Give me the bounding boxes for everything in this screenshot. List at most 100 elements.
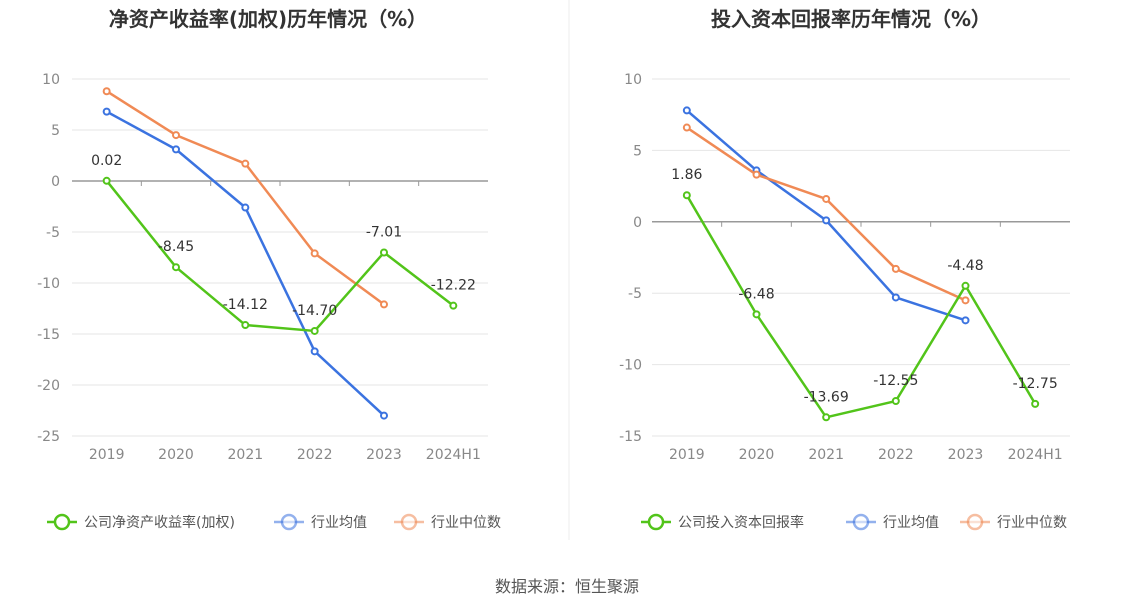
x-tick-label: 2021: [808, 447, 844, 463]
y-tick-label: 0: [633, 215, 642, 231]
data-point-company[interactable]: [241, 321, 250, 330]
x-tick-label: 2020: [158, 447, 194, 463]
data-point-industry_avg[interactable]: [682, 106, 691, 115]
legend-item-company[interactable]: 公司净资产收益率(加权): [47, 513, 235, 531]
data-point-company[interactable]: [891, 397, 900, 406]
series-line-company: [685, 194, 1037, 419]
y-tick-label: 10: [624, 72, 642, 88]
y-tick-label: -25: [37, 429, 60, 445]
legend-swatch-marker: [53, 513, 71, 531]
data-point-industry_median[interactable]: [961, 296, 970, 305]
data-point-company[interactable]: [102, 176, 111, 185]
y-tick-label: -5: [46, 225, 60, 241]
series-line-company: [105, 180, 455, 333]
data-point-industry_avg[interactable]: [891, 293, 900, 302]
data-point-company[interactable]: [310, 326, 319, 335]
data-point-industry_median[interactable]: [310, 249, 319, 258]
y-tick-label: -10: [37, 276, 60, 292]
data-point-industry_median[interactable]: [380, 300, 388, 309]
legend-swatch-marker: [400, 513, 418, 531]
chart-title: 净资产收益率(加权)历年情况（%）: [109, 7, 427, 31]
series-line-industry_median: [105, 90, 385, 306]
y-tick-label: 10: [42, 72, 60, 88]
data-point-industry_median[interactable]: [891, 264, 900, 273]
data-point-industry_median[interactable]: [752, 170, 761, 179]
data-point-industry_median[interactable]: [682, 123, 691, 132]
data-point-industry_median[interactable]: [822, 194, 831, 203]
y-tick-label: -15: [37, 327, 60, 343]
y-tick-label: 5: [51, 123, 60, 139]
x-tick-label: 2019: [669, 447, 705, 463]
data-point-industry_avg[interactable]: [102, 107, 111, 116]
legend-label: 公司净资产收益率(加权): [84, 514, 235, 531]
legend-label: 公司投入资本回报率: [678, 514, 804, 531]
y-tick-label: -15: [619, 429, 642, 445]
data-label: -14.12: [223, 297, 268, 313]
data-point-industry_avg[interactable]: [241, 203, 250, 212]
data-point-company[interactable]: [380, 248, 388, 257]
data-point-company[interactable]: [172, 263, 180, 272]
x-tick-label: 2020: [739, 447, 775, 463]
data-point-industry_avg[interactable]: [310, 347, 319, 356]
legend-label: 行业均值: [883, 515, 939, 531]
data-point-company[interactable]: [449, 301, 458, 310]
data-point-industry_median[interactable]: [172, 131, 180, 140]
x-tick-label: 2023: [366, 447, 402, 463]
data-point-company[interactable]: [961, 281, 970, 290]
legend-item-industry_avg[interactable]: 行业均值: [274, 513, 367, 531]
data-point-industry_avg[interactable]: [822, 216, 831, 225]
data-label: -14.70: [292, 303, 337, 319]
x-tick-label: 2023: [948, 447, 984, 463]
series-line-industry_avg: [686, 109, 966, 322]
data-label: -4.48: [947, 258, 983, 274]
legend-item-industry_median[interactable]: 行业中位数: [394, 513, 501, 531]
chart-title: 投入资本回报率历年情况（%）: [711, 7, 991, 31]
x-tick-label: 2022: [878, 447, 914, 463]
data-label: 0.02: [91, 153, 122, 169]
data-label: -7.01: [366, 225, 402, 241]
series-line-industry_avg: [106, 110, 385, 417]
data-label: -8.45: [158, 239, 194, 255]
legend-label: 行业均值: [311, 515, 367, 531]
data-label: 1.86: [671, 167, 702, 183]
series-line-industry_median: [686, 126, 967, 302]
data-point-company[interactable]: [682, 191, 691, 200]
legend-swatch-marker: [966, 513, 984, 531]
legend-label: 行业中位数: [997, 515, 1067, 531]
data-label: -12.55: [873, 373, 918, 389]
data-label: -12.22: [431, 278, 476, 294]
data-point-industry_median[interactable]: [241, 159, 250, 168]
x-tick-label: 2021: [228, 447, 264, 463]
y-tick-label: -5: [628, 286, 642, 302]
legend-item-industry_median[interactable]: 行业中位数: [960, 513, 1067, 531]
data-point-industry_avg[interactable]: [172, 145, 180, 154]
data-point-company[interactable]: [1031, 399, 1040, 408]
x-tick-label: 2019: [89, 447, 125, 463]
x-tick-label: 2024H1: [1008, 447, 1063, 463]
source-note: 数据来源：恒生聚源: [495, 577, 639, 596]
data-label: -6.48: [738, 286, 774, 302]
legend-item-company[interactable]: 公司投入资本回报率: [641, 513, 804, 531]
data-label: -13.69: [804, 389, 849, 405]
legend-swatch-marker: [647, 513, 665, 531]
legend-swatch-marker: [280, 513, 298, 531]
y-tick-label: -10: [619, 358, 642, 374]
data-label: -12.75: [1013, 376, 1058, 392]
chart-2: 投入资本回报率历年情况（%） 10 5 0 -5 -10 -15 2019 2020 2021 20…: [619, 7, 1070, 531]
y-tick-label: -20: [37, 378, 60, 394]
x-tick-label: 2022: [297, 447, 333, 463]
data-point-industry_median[interactable]: [102, 87, 111, 96]
data-point-company[interactable]: [822, 413, 831, 422]
y-tick-label: 5: [633, 143, 642, 159]
data-point-industry_avg[interactable]: [961, 316, 970, 325]
x-tick-label: 2024H1: [426, 447, 481, 463]
data-point-industry_avg[interactable]: [380, 411, 388, 420]
legend-label: 行业中位数: [431, 515, 501, 531]
legend-swatch-marker: [852, 513, 870, 531]
legend-item-industry_avg[interactable]: 行业均值: [846, 513, 939, 531]
data-point-company[interactable]: [752, 310, 761, 319]
y-tick-label: 0: [51, 174, 60, 190]
chart-1: 净资产收益率(加权)历年情况（%） 10 5 0 -5 -10 -15 -20 -25 2019 2…: [37, 7, 501, 531]
